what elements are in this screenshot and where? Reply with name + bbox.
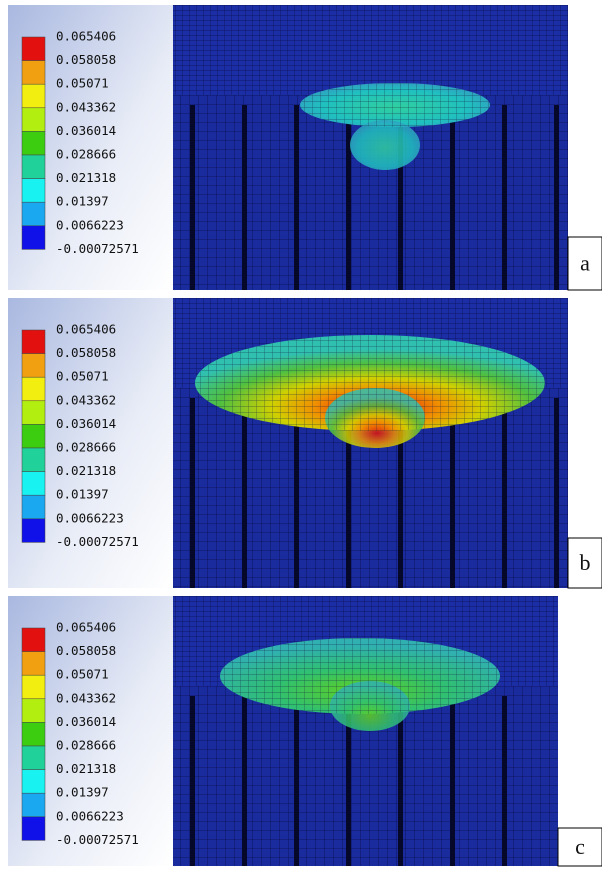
column-gap	[190, 105, 195, 290]
column-gap	[242, 105, 247, 290]
legend-swatch	[22, 699, 45, 723]
legend-label: 0.058058	[56, 52, 116, 67]
column-gap	[294, 696, 299, 866]
legend-label: 0.065406	[56, 29, 116, 44]
legend-label: 0.058058	[56, 643, 116, 658]
legend-label: 0.028666	[56, 440, 116, 455]
legend-label: 0.043362	[56, 392, 116, 407]
legend-swatch	[22, 202, 45, 226]
legend-swatch	[22, 401, 45, 425]
legend-swatch	[22, 37, 45, 61]
legend-label: 0.065406	[56, 620, 116, 635]
legend-swatch	[22, 770, 45, 794]
legend-label: 0.05071	[56, 369, 109, 384]
panel-label: a	[580, 251, 590, 276]
deformed-mesh	[195, 335, 545, 431]
legend-label: -0.00072571	[56, 534, 139, 549]
panel: 0.065406 0.058058 0.05071 0.043362 0.036014 0…	[8, 298, 602, 588]
deformed-core	[350, 120, 420, 170]
legend-swatch	[22, 746, 45, 770]
legend-swatch	[22, 330, 45, 354]
panel-label: c	[575, 834, 585, 859]
legend-label: 0.058058	[56, 345, 116, 360]
column-gap	[450, 105, 455, 290]
legend-label: -0.00072571	[56, 832, 139, 847]
figure: 0.065406 0.058058 0.05071 0.043362 0.036014 0…	[0, 0, 602, 871]
legend-swatch	[22, 652, 45, 676]
column-gap	[294, 105, 299, 290]
legend-label: 0.05071	[56, 667, 109, 682]
column-gap	[242, 696, 247, 866]
legend-swatch	[22, 519, 45, 543]
legend-swatch	[22, 108, 45, 132]
legend-swatch	[22, 472, 45, 496]
legend-swatch	[22, 817, 45, 841]
legend-swatch	[22, 131, 45, 155]
column-gap	[346, 105, 351, 290]
legend-label: 0.036014	[56, 714, 116, 729]
column-gap	[190, 696, 195, 866]
legend-swatch	[22, 793, 45, 817]
legend-label: 0.01397	[56, 785, 109, 800]
legend-label: 0.05071	[56, 76, 109, 91]
deformed-mesh	[220, 638, 500, 714]
legend-swatch	[22, 495, 45, 519]
panel-label: b	[580, 550, 591, 575]
legend-label: 0.0066223	[56, 510, 124, 525]
legend-swatch	[22, 155, 45, 179]
legend-label: 0.036014	[56, 416, 116, 431]
legend-label: 0.036014	[56, 123, 116, 138]
legend-swatch	[22, 722, 45, 746]
legend-label: 0.021318	[56, 463, 116, 478]
legend-swatch	[22, 354, 45, 378]
legend-label: 0.065406	[56, 322, 116, 337]
column-gap	[190, 398, 195, 588]
column-gap	[554, 105, 559, 290]
column-gap	[242, 398, 247, 588]
legend-swatch	[22, 61, 45, 85]
panel: 0.065406 0.058058 0.05071 0.043362 0.036014 0…	[8, 5, 602, 290]
legend-swatch	[22, 179, 45, 203]
deformed-mesh	[300, 83, 490, 127]
panels: 0.065406 0.058058 0.05071 0.043362 0.036014 0…	[8, 5, 602, 866]
legend-swatch	[22, 226, 45, 250]
column-gap	[502, 105, 507, 290]
column-gap	[502, 398, 507, 588]
legend-label: 0.01397	[56, 487, 109, 502]
legend-swatch	[22, 628, 45, 652]
legend-label: 0.028666	[56, 147, 116, 162]
column-gap	[502, 696, 507, 866]
legend-label: 0.043362	[56, 99, 116, 114]
legend-label: 0.021318	[56, 170, 116, 185]
legend-label: -0.00072571	[56, 241, 139, 256]
legend-label: 0.028666	[56, 738, 116, 753]
legend-swatch	[22, 448, 45, 472]
column-gap	[554, 398, 559, 588]
legend-swatch	[22, 84, 45, 108]
legend-label: 0.0066223	[56, 217, 124, 232]
legend-label: 0.01397	[56, 194, 109, 209]
column-gap	[450, 696, 455, 866]
legend-swatch	[22, 424, 45, 448]
legend-label: 0.0066223	[56, 808, 124, 823]
legend-swatch	[22, 675, 45, 699]
column-gap	[450, 398, 455, 588]
panel: 0.065406 0.058058 0.05071 0.043362 0.036014 0…	[8, 596, 602, 866]
legend-swatch	[22, 377, 45, 401]
legend-label: 0.043362	[56, 690, 116, 705]
legend-label: 0.021318	[56, 761, 116, 776]
